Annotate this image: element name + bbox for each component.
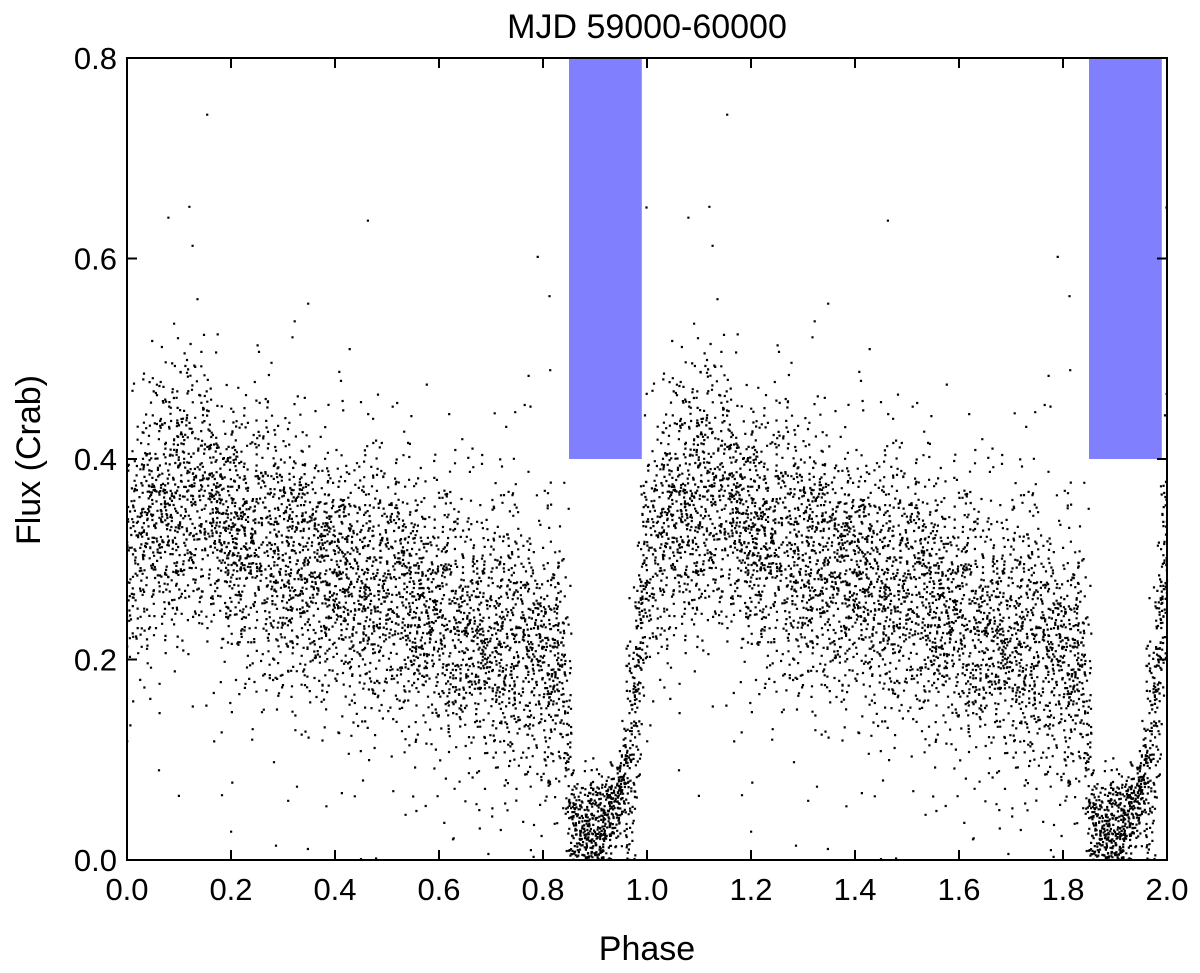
- x-tick-label: 0.6: [417, 872, 460, 907]
- scatter-points: [126, 113, 1169, 862]
- x-tick-label: 0.0: [105, 872, 148, 907]
- y-axis-label: Flux (Crab): [10, 375, 48, 545]
- x-tick-label: 0.4: [313, 872, 356, 907]
- y-tick-label: 0.6: [74, 242, 117, 277]
- y-tick-label: 0.2: [74, 643, 117, 678]
- x-tick-label: 1.8: [1041, 872, 1084, 907]
- shaded-region-2: [1089, 58, 1162, 459]
- x-tick-label: 1.4: [833, 872, 876, 907]
- y-tick-label: 0.4: [74, 442, 117, 477]
- x-tick-label: 2.0: [1145, 872, 1188, 907]
- x-tick-label: 1.6: [937, 872, 980, 907]
- data-points: [126, 113, 1169, 862]
- x-tick-label: 1.2: [729, 872, 772, 907]
- shaded-region-1: [569, 58, 642, 459]
- shaded-regions: [569, 58, 1162, 459]
- x-tick-label: 0.2: [209, 872, 252, 907]
- x-axis-ticks: 0.0 0.2 0.4 0.6 0.8 1.0 1.2 1.4 1.6 1.8 2.0: [105, 58, 1189, 907]
- chart-title: MJD 59000-60000: [507, 8, 787, 46]
- y-axis-ticks: 0.0 0.2 0.4 0.6 0.8: [74, 41, 1167, 878]
- x-axis-label: Phase: [599, 930, 695, 968]
- x-tick-label: 0.8: [521, 872, 564, 907]
- plot-frame: [126, 57, 1168, 861]
- y-tick-label: 0.8: [74, 41, 117, 76]
- y-tick-label: 0.0: [74, 843, 117, 878]
- x-tick-label: 1.0: [625, 872, 668, 907]
